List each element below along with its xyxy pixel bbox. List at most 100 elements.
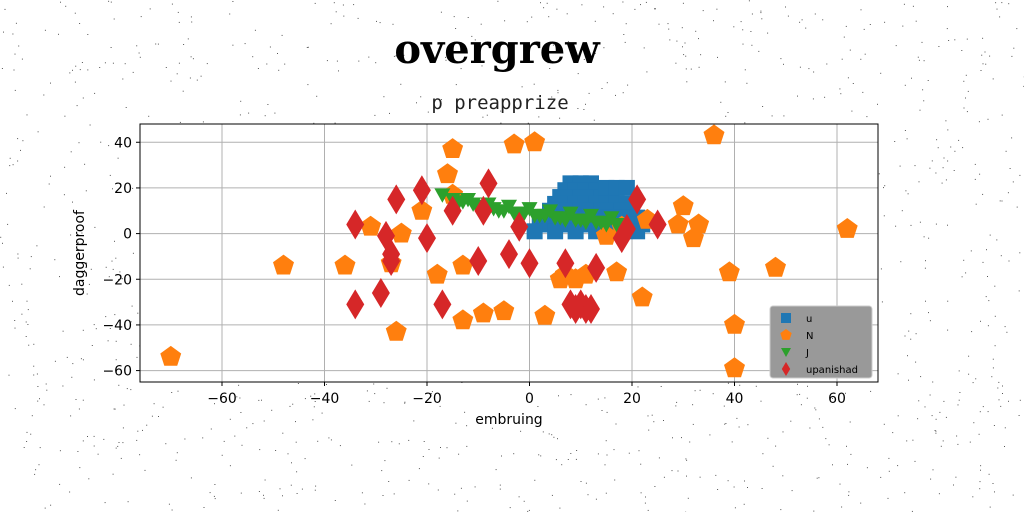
legend-marker [781,348,791,357]
data-point [672,195,694,216]
data-point [390,222,412,243]
y-tick-label: −20 [102,272,132,288]
data-point [542,204,558,219]
data-point [583,208,599,224]
data-point [667,213,689,234]
data-point [382,245,401,276]
data-point [631,286,653,307]
y-tick-label: 40 [114,135,132,151]
data-point [724,313,745,334]
legend-label: u [806,314,812,325]
data-point [534,304,556,325]
data-point [765,256,786,277]
data-point [490,204,507,219]
data-point [556,248,575,279]
data-point [567,223,584,240]
data-point [418,223,436,254]
data-point [724,357,745,378]
data-point [593,215,610,231]
data-point [452,309,474,330]
data-point [273,254,294,275]
legend-label: upanishad [806,365,858,376]
legend-marker [781,313,791,323]
data-point [474,195,493,226]
data-point [520,248,539,279]
data-point [603,211,620,226]
y-axis-ticks: −60 −40 −20 0 20 40 [102,135,140,380]
data-point [500,239,518,270]
data-point [334,254,356,275]
data-point [346,289,365,320]
data-point [426,263,448,284]
legend-marker [780,329,792,340]
data-point [618,179,635,196]
data-point [387,184,406,215]
legend-box [769,305,873,379]
data-point [479,168,498,199]
data-point [460,192,476,208]
x-tick-label: 40 [726,391,744,407]
legend-label: J [805,348,809,359]
data-point [472,302,494,323]
x-axis-ticks: −60 −40 −20 0 20 40 60 [207,382,846,407]
data-point [412,175,431,206]
data-point [493,300,515,321]
y-tick-label: −40 [102,318,132,334]
data-point [836,218,858,238]
data-point [572,213,589,228]
data-point [521,202,538,217]
data-point [562,206,579,222]
data-point [360,215,382,236]
data-point [434,188,451,203]
x-axis-label: embruing [475,412,542,428]
y-axis-label: daggerproof [72,209,88,296]
data-point [437,163,458,184]
y-tick-label: 20 [114,181,132,197]
data-point [524,131,546,152]
data-point [688,213,710,234]
data-point [452,254,474,275]
data-point [526,223,543,240]
chart-title: overgrew [394,26,601,73]
x-tick-label: 0 [525,391,534,407]
data-point [718,261,740,282]
x-tick-label: −60 [207,391,237,407]
legend-label: N [806,331,813,342]
data-point [411,199,433,220]
data-point [510,211,529,242]
data-point [501,199,517,215]
x-tick-label: −40 [310,391,340,407]
data-point [648,209,667,240]
data-point [433,289,452,320]
data-point [346,209,365,240]
data-point [160,345,182,366]
legend-marker [781,362,791,376]
data-point [531,208,548,224]
data-point [547,223,564,240]
data-point [628,184,647,215]
data-point [385,320,407,341]
data-points [160,124,858,378]
data-point [443,195,462,226]
series-upanishad [346,168,667,324]
data-point [703,124,725,145]
data-point [587,252,606,283]
data-point [503,133,525,154]
data-point [606,261,628,282]
data-point [617,214,636,245]
data-point [552,211,569,226]
data-point [442,138,464,158]
data-point [582,293,600,324]
chart-subtitle: p preapprize [431,92,568,114]
data-point [469,245,488,276]
y-tick-label: 0 [123,227,132,243]
data-point [371,277,390,308]
x-tick-label: 20 [623,391,641,407]
plot-frame [139,123,879,383]
y-tick-label: −60 [102,364,132,380]
x-tick-label: −20 [412,391,442,407]
x-tick-label: 60 [828,391,846,407]
